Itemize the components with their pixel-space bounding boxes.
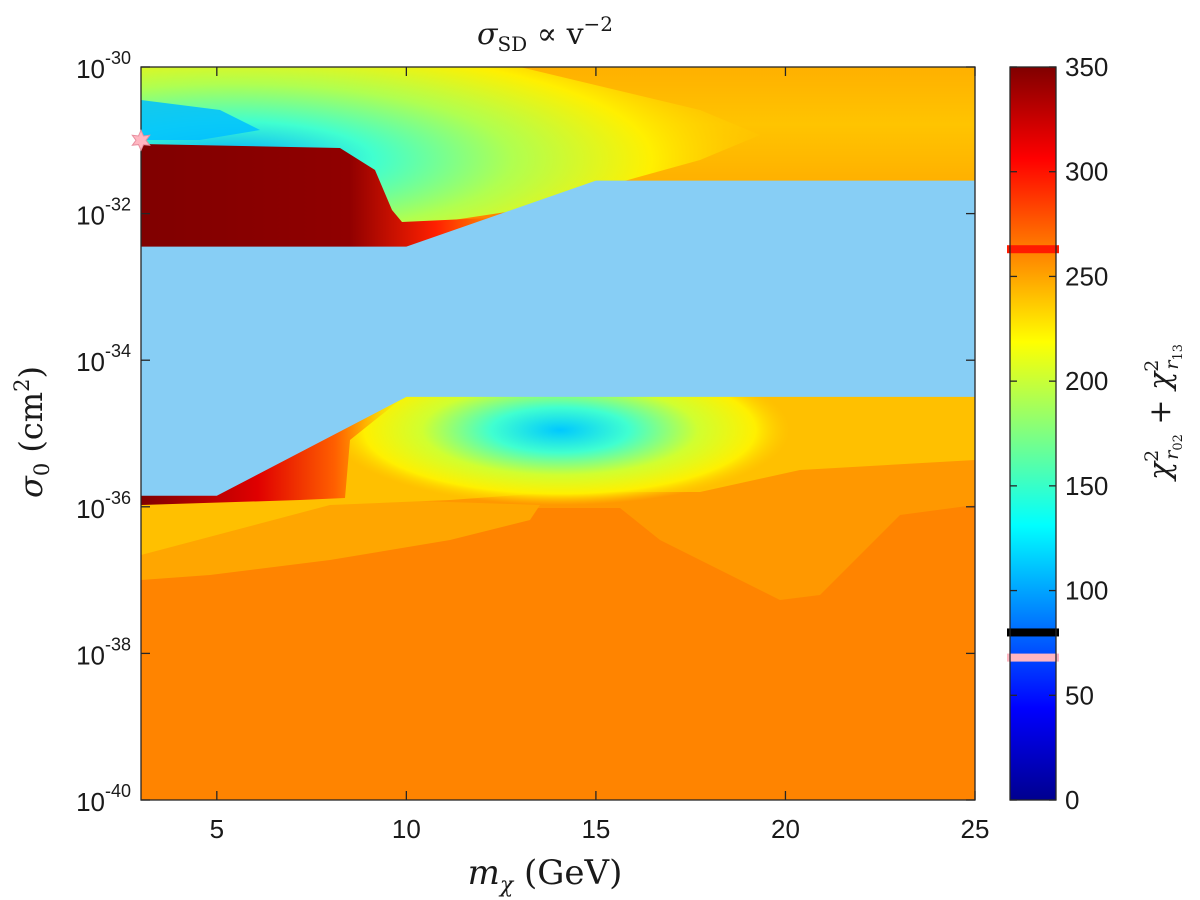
x-tick-label: 10	[392, 814, 421, 844]
colorbar-threshold-marker	[1007, 653, 1059, 662]
upper-dark-region	[141, 144, 488, 250]
colorbar-tick-label: 150	[1065, 471, 1108, 501]
chart-title: σSD ∝ v−2	[477, 12, 613, 56]
star-icon	[131, 129, 151, 152]
x-tick-label: 25	[961, 814, 990, 844]
plot-border	[140, 66, 976, 801]
contour-plot-area	[141, 67, 975, 800]
x-tick-label: 5	[210, 814, 224, 844]
y-tick-label: 10-38	[76, 634, 131, 670]
y-tick-label: 10-34	[76, 341, 131, 377]
colorbar-ticks: 0 50 100 150 200 250 300 350	[1010, 52, 1108, 815]
y-axis-ticks: 10-30 10-32 10-34 10-36 10-38 10-40	[76, 48, 975, 817]
colorbar-border	[1009, 66, 1057, 801]
y-axis-label: σ0 (cm2)	[10, 366, 54, 498]
colorbar-threshold-marker	[1007, 628, 1059, 637]
y-tick-label: 10-40	[76, 781, 131, 817]
best-fit-star-marker	[131, 129, 151, 152]
colorbar-markers	[1007, 245, 1059, 662]
colorbar-tick-label: 50	[1065, 680, 1094, 710]
x-axis-label: mχ (GeV)	[468, 853, 623, 898]
colorbar-tick-label: 100	[1065, 576, 1108, 606]
colorbar-tick-label: 350	[1065, 52, 1108, 82]
colorbar-tick-label: 0	[1065, 785, 1079, 815]
colorbar-tick-label: 300	[1065, 157, 1108, 187]
y-tick-label: 10-36	[76, 488, 131, 524]
excluded-region	[141, 180, 975, 496]
x-axis-ticks: 5 10 15 20 25	[210, 67, 990, 844]
colorbar-label: χ2r02 + χ2r13	[1141, 344, 1186, 482]
y-tick-label: 10-30	[76, 48, 131, 84]
colorbar-threshold-marker	[1007, 245, 1059, 254]
colorbar-tick-label: 250	[1065, 261, 1108, 291]
colorbar-tick-label: 200	[1065, 366, 1108, 396]
upper-blue-core	[141, 100, 260, 140]
x-tick-label: 15	[581, 814, 610, 844]
colorbar	[1010, 67, 1056, 800]
x-tick-label: 20	[771, 814, 800, 844]
y-tick-label: 10-32	[76, 195, 131, 231]
